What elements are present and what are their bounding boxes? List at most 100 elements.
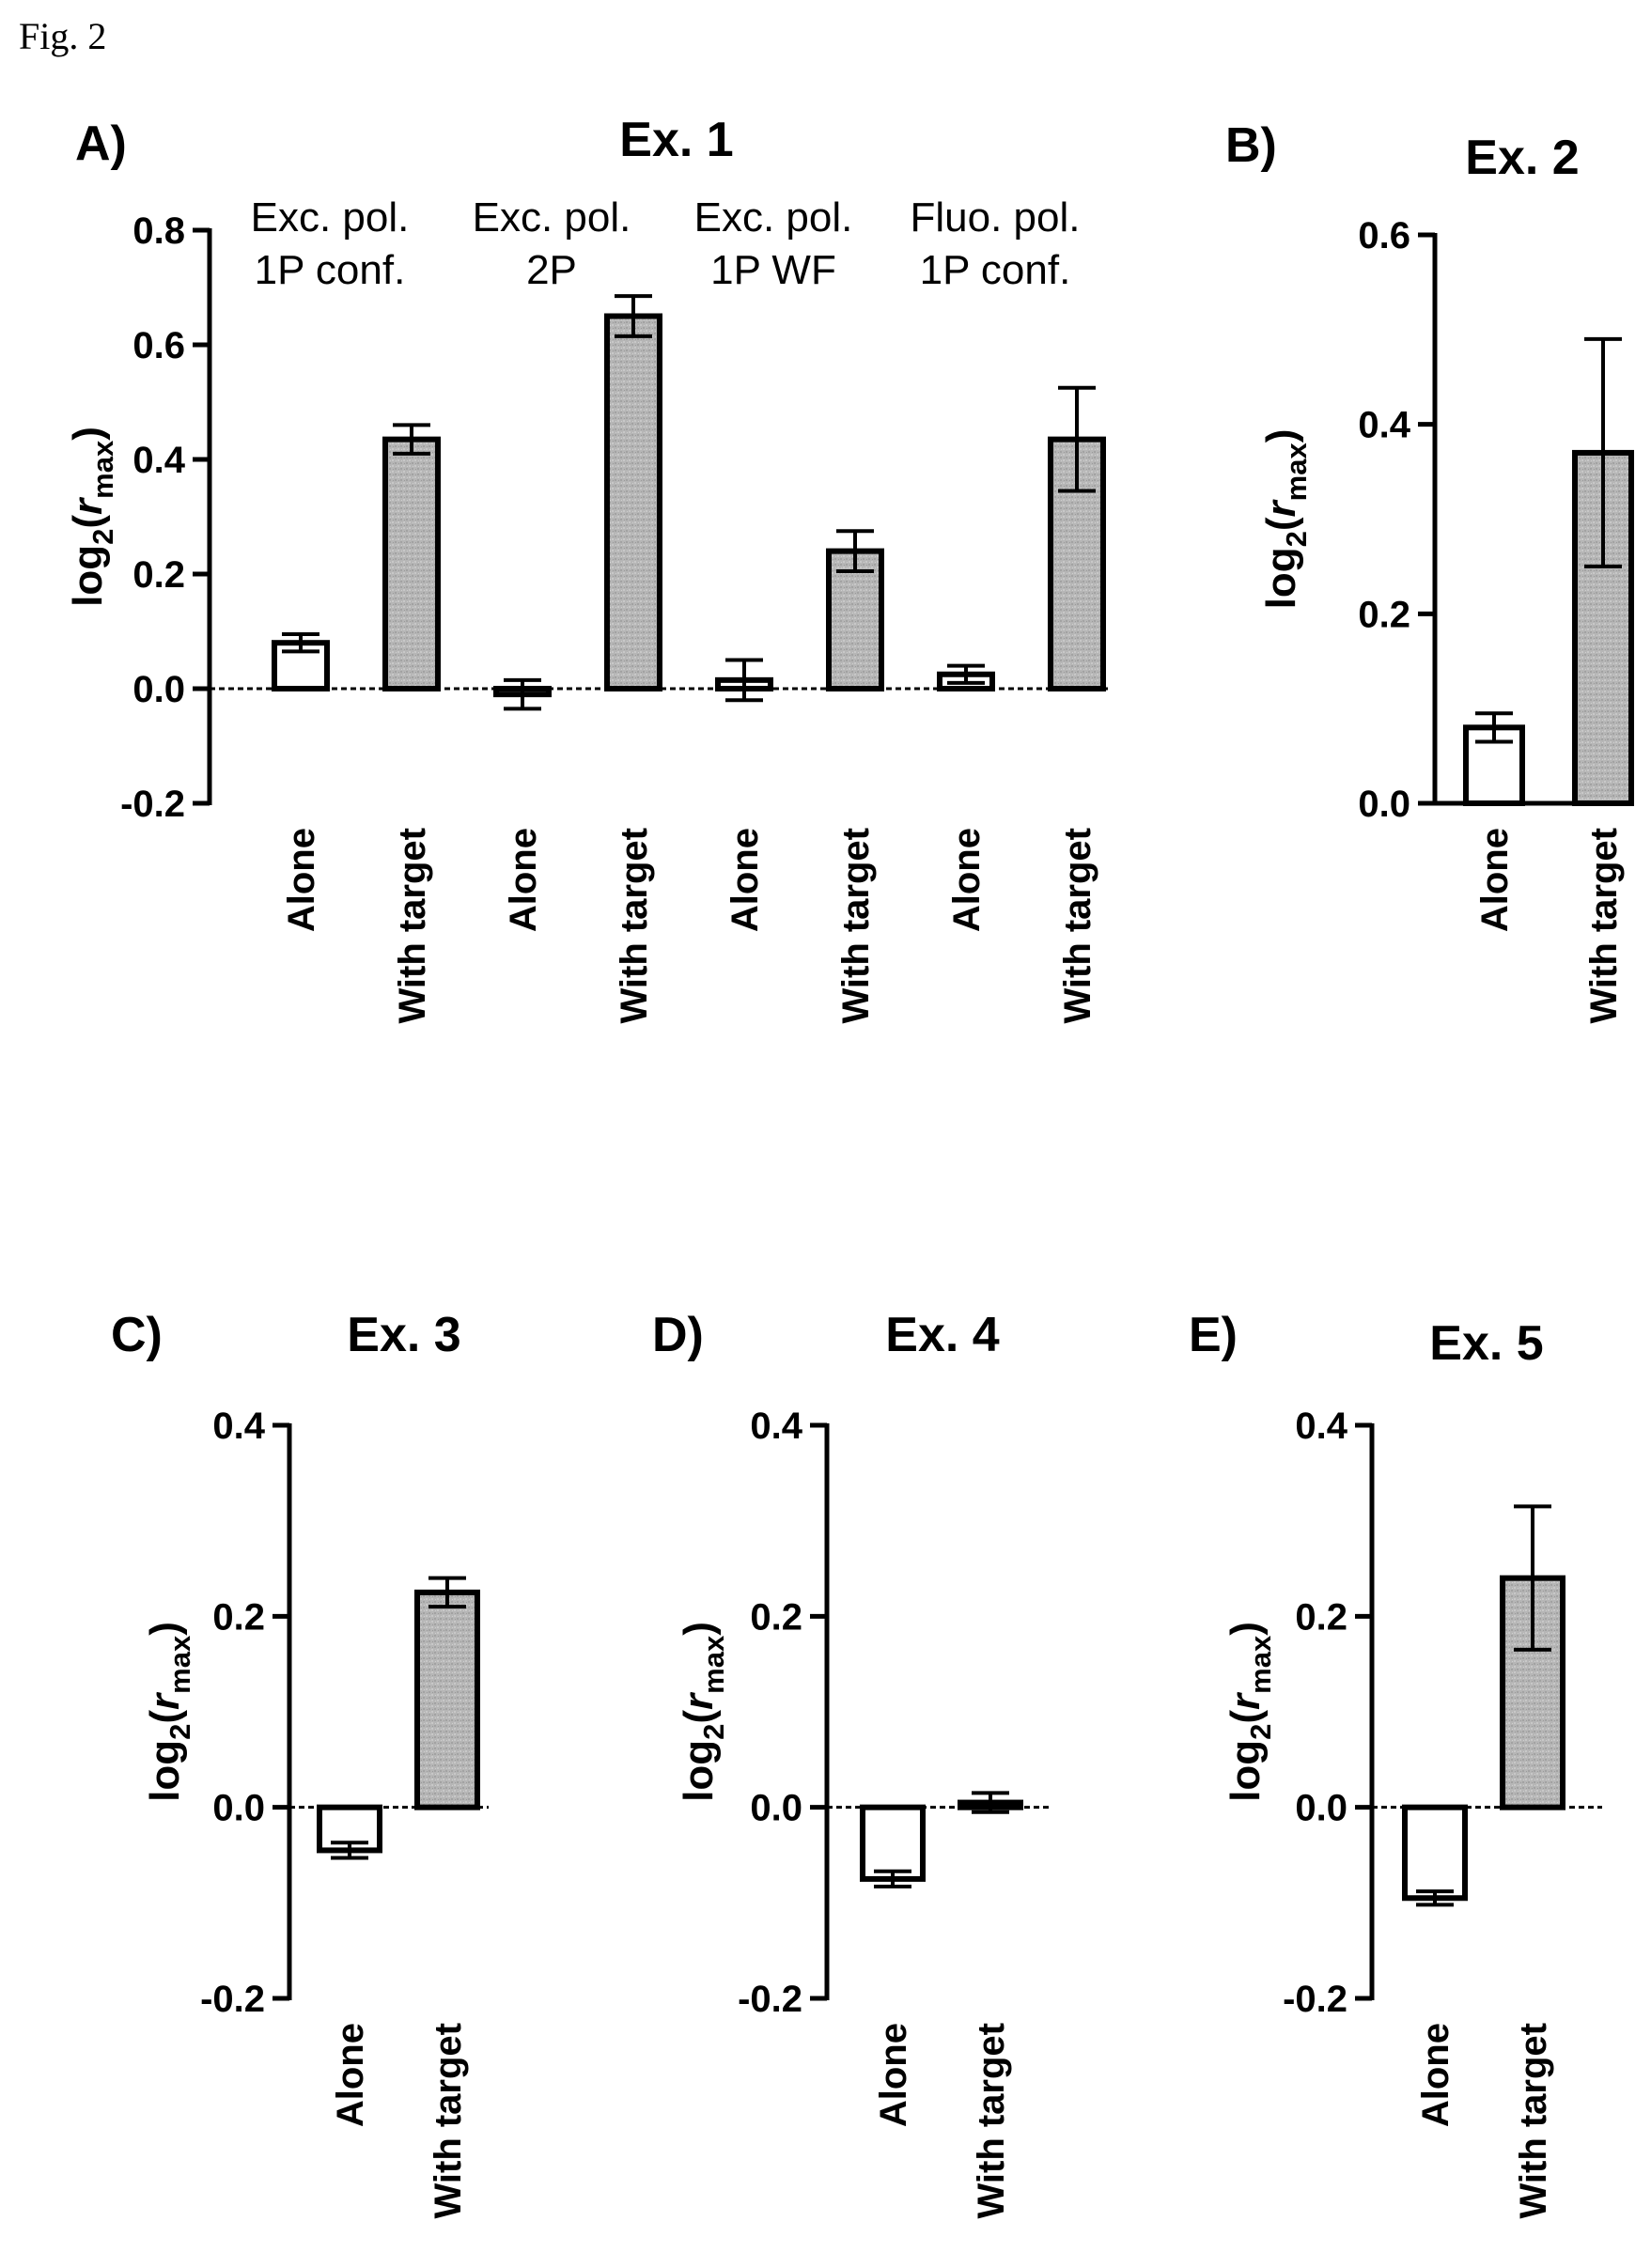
x-category-label: Alone bbox=[1415, 2023, 1456, 2127]
y-tick-label: 0.4 bbox=[212, 1406, 265, 1447]
y-axis-label-close: ) bbox=[1223, 1622, 1269, 1636]
x-category-label: Alone bbox=[281, 828, 322, 932]
y-tick-label: -0.2 bbox=[738, 1979, 802, 2020]
y-tick-label: 0.0 bbox=[132, 669, 185, 710]
y-axis-label-base: 2 bbox=[1244, 1724, 1277, 1740]
y-axis-label-base: 2 bbox=[164, 1724, 196, 1740]
x-category-label: Alone bbox=[873, 2023, 914, 2127]
x-category-label: Alone bbox=[724, 828, 766, 932]
y-axis-label-log: log bbox=[1258, 547, 1304, 609]
y-axis-label-base: 2 bbox=[86, 529, 119, 545]
chart-panel-d: D) Ex. 4 -0.2 0.0 0.2 0.4 log2(rmax) Alone With … bbox=[652, 1308, 1052, 2219]
y-axis-label-open: ( bbox=[65, 515, 111, 529]
y-axis-label-open: ( bbox=[1223, 1710, 1269, 1724]
y-axis-label: log2(rmax) bbox=[1223, 1622, 1277, 1802]
y-axis-label-open: ( bbox=[1258, 517, 1304, 531]
y-axis-label-var: r bbox=[1258, 498, 1304, 517]
y-tick-label: 0.2 bbox=[1358, 594, 1410, 635]
x-category-label: Alone bbox=[503, 828, 544, 932]
y-tick-label: 0.2 bbox=[212, 1596, 265, 1638]
y-tick-label: 0.4 bbox=[750, 1406, 802, 1447]
y-axis-label-close: ) bbox=[1258, 429, 1304, 443]
y-tick-label: -0.2 bbox=[120, 784, 185, 825]
x-category-label: With target bbox=[835, 828, 877, 1024]
y-axis-label: log2(rmax) bbox=[1258, 429, 1313, 610]
y-tick-label: 0.0 bbox=[1295, 1788, 1347, 1829]
y-axis-label: log2(rmax) bbox=[676, 1622, 730, 1802]
x-category-label: With target bbox=[392, 828, 433, 1024]
group-label-1: Exc. pol. bbox=[251, 194, 410, 241]
group-label-4: Fluo. pol. bbox=[911, 194, 1081, 241]
group-label-3: Exc. pol. bbox=[694, 194, 853, 241]
x-category-label: With target bbox=[428, 2023, 469, 2219]
x-category-label: Alone bbox=[946, 828, 988, 932]
chart-panel-e: E) Ex. 5 -0.2 0.0 0.2 0.4 log2(rmax) Alone With … bbox=[1189, 1308, 1602, 2219]
chart-title: Ex. 3 bbox=[347, 1308, 460, 1362]
bar-with-target bbox=[414, 1589, 480, 1810]
y-axis-label-base: 2 bbox=[1280, 531, 1313, 547]
y-axis-label-close: ) bbox=[676, 1622, 722, 1636]
y-tick-label: 0.0 bbox=[212, 1788, 265, 1829]
y-axis-label-var: r bbox=[1223, 1691, 1269, 1710]
y-axis-label-log: log bbox=[676, 1740, 722, 1802]
bar-with-target bbox=[604, 313, 662, 691]
panel-label: B) bbox=[1225, 118, 1277, 173]
y-axis-label: log2(rmax) bbox=[142, 1622, 196, 1802]
chart-title: Ex. 4 bbox=[885, 1308, 999, 1362]
chart-panel-a: A) Ex. 1 -0.2 0.0 0.2 0.4 0.6 0.8 log2(rmax) Exc.… bbox=[65, 113, 1109, 1024]
group-label-2: Exc. pol. bbox=[473, 194, 631, 241]
panel-label: D) bbox=[652, 1308, 704, 1362]
y-axis-label-var-sub: max bbox=[1280, 443, 1313, 502]
y-tick-label: 0.8 bbox=[132, 210, 185, 252]
y-axis-label-log: log bbox=[1223, 1740, 1269, 1802]
y-axis-label-var-sub: max bbox=[164, 1635, 196, 1694]
y-axis-label-var-sub: max bbox=[697, 1635, 730, 1694]
y-tick-label: 0.2 bbox=[132, 554, 185, 596]
chart-title: Ex. 2 bbox=[1465, 131, 1579, 185]
group-label-4: 1P conf. bbox=[920, 247, 1071, 293]
y-tick-label: 0.6 bbox=[132, 325, 185, 366]
x-category-label: With target bbox=[971, 2023, 1012, 2219]
y-tick-label: 0.4 bbox=[1295, 1406, 1347, 1447]
group-label-1: 1P conf. bbox=[255, 247, 406, 293]
y-axis-label-log: log bbox=[142, 1740, 188, 1802]
y-tick-label: 0.2 bbox=[1295, 1596, 1347, 1638]
bar-alone bbox=[1402, 1804, 1468, 1902]
y-tick-label: 0.4 bbox=[132, 440, 185, 481]
y-tick-label: 0.0 bbox=[750, 1788, 802, 1829]
x-category-label: With target bbox=[1513, 2023, 1554, 2219]
panel-label: E) bbox=[1189, 1308, 1238, 1362]
bar-with-target bbox=[826, 548, 884, 691]
bar-with-target bbox=[382, 436, 441, 691]
x-category-label: Alone bbox=[1474, 828, 1516, 932]
group-label-2: 2P bbox=[526, 247, 577, 293]
y-axis-label-var-sub: max bbox=[86, 440, 119, 499]
y-axis-label-open: ( bbox=[676, 1710, 722, 1724]
panel-label: A) bbox=[75, 117, 127, 171]
y-axis-label-var: r bbox=[65, 496, 111, 515]
x-category-label: Alone bbox=[330, 2023, 371, 2127]
y-tick-label: 0.4 bbox=[1358, 405, 1410, 446]
y-axis-label-var-sub: max bbox=[1244, 1635, 1277, 1694]
y-axis-label-base: 2 bbox=[697, 1724, 730, 1740]
bar-alone bbox=[860, 1804, 926, 1882]
figure-label: Fig. 2 bbox=[19, 15, 106, 57]
x-category-label: With target bbox=[1057, 828, 1098, 1024]
y-axis-label-log: log bbox=[65, 545, 111, 607]
y-tick-label: 0.2 bbox=[750, 1596, 802, 1638]
y-tick-label: 0.6 bbox=[1358, 215, 1410, 256]
chart-title: Ex. 5 bbox=[1429, 1316, 1543, 1371]
y-tick-label: -0.2 bbox=[1283, 1979, 1347, 2020]
group-label-3: 1P WF bbox=[710, 247, 836, 293]
chart-title: Ex. 1 bbox=[619, 113, 733, 167]
x-category-label: With target bbox=[1583, 828, 1625, 1024]
chart-panel-c: C) Ex. 3 -0.2 0.0 0.2 0.4 log2(rmax) Alone With … bbox=[111, 1308, 489, 2219]
x-category-label: With target bbox=[614, 828, 655, 1024]
y-axis-label-var: r bbox=[142, 1691, 188, 1710]
chart-panel-b: B) Ex. 2 0.0 0.2 0.4 0.6 log2(rmax) Alone With t… bbox=[1225, 118, 1634, 1024]
y-tick-label: 0.0 bbox=[1358, 784, 1410, 825]
y-axis-label: log2(rmax) bbox=[65, 427, 119, 607]
panel-label: C) bbox=[111, 1308, 163, 1362]
y-axis-label-close: ) bbox=[65, 427, 111, 441]
